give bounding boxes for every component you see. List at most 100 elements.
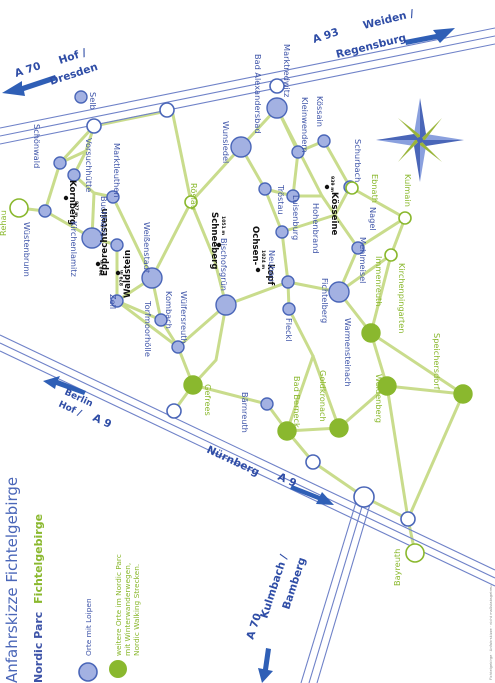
label-neubau: Neubau xyxy=(267,250,277,282)
peak-koesseine: Kösseine xyxy=(329,192,339,236)
place-kirchenlamitz[interactable] xyxy=(81,227,103,249)
place-marktleuthen[interactable] xyxy=(106,190,120,204)
arrow-a9-nbg xyxy=(290,485,334,505)
place-buchhaus[interactable] xyxy=(110,238,124,252)
place-wuestenbrunn[interactable] xyxy=(38,204,52,218)
subtitle-blue: Nordic Parc xyxy=(32,612,45,683)
a70-hof-dest2: Dresden xyxy=(48,61,99,88)
arrow-a70-hof xyxy=(2,75,57,96)
peak-kornberg-elev: 827 m xyxy=(73,201,79,217)
label-gefrees: Gefrees xyxy=(203,384,213,416)
label-koessain: Kössain xyxy=(315,96,325,127)
place-weissenstadt[interactable] xyxy=(141,267,163,289)
legend-green-dot xyxy=(109,660,127,678)
place-schoenwald[interactable] xyxy=(53,156,67,170)
place-bad-alexandersbad[interactable] xyxy=(258,182,272,196)
place-wunsiedel[interactable] xyxy=(230,136,252,158)
arrow-a9-hof xyxy=(43,376,86,395)
label-speichersdorf: Speichersdorf xyxy=(432,333,442,391)
place-fleckl[interactable] xyxy=(282,302,296,316)
interchange-selb xyxy=(86,118,102,134)
label-rehau: Rehau xyxy=(0,210,8,236)
highway-labels: A 93 Weiden / Regensburg A 70 Hof / Dres… xyxy=(13,8,415,641)
label-kleinwendern: Kleinwendern xyxy=(300,97,310,153)
title-block: Anfahrskizze Fichtelgebirge Nordic Parc … xyxy=(3,477,45,683)
place-zell[interactable] xyxy=(110,294,124,308)
interchanges xyxy=(86,78,416,527)
place-bad-berneck[interactable] xyxy=(277,421,297,441)
label-baernreuth: Bärnreuth xyxy=(240,392,250,433)
peak-waldstein: Waldstein xyxy=(123,250,133,298)
place-kulmain[interactable] xyxy=(398,211,412,225)
label-buchhaus: Buchhaus xyxy=(99,196,109,236)
place-hohenbrand[interactable] xyxy=(275,225,289,239)
peak-schneeberg-elev: 1051 m xyxy=(220,216,226,235)
legend-green-line3: Nordic Walking Strecken. xyxy=(132,564,141,656)
label-kombach: Kombach xyxy=(164,291,174,329)
place-kleinwendern[interactable] xyxy=(291,145,305,159)
peak-ochsenkopf-elev: 1024 m xyxy=(260,250,266,269)
legend-green-line1: weitere Orte im Nordic Parc xyxy=(114,554,123,656)
place-troestau[interactable] xyxy=(286,189,300,203)
a9-hof-num: A 9 xyxy=(91,412,114,431)
label-goldkronach: Goldkronach xyxy=(318,370,328,422)
place-koessain[interactable] xyxy=(317,134,331,148)
a9-nbg-dest: Nürnberg xyxy=(205,444,262,479)
label-wunsiedel: Wunsiedel xyxy=(221,121,231,163)
arrow-a93 xyxy=(405,28,455,45)
label-kirchenpingarten: Kirchenpingarten xyxy=(397,263,407,333)
place-baernreuth[interactable] xyxy=(260,397,274,411)
label-schoenwald: Schönwald xyxy=(32,124,42,168)
place-speichersdorf[interactable] xyxy=(453,384,473,404)
peak-koesseine-elev: 939 m xyxy=(329,176,335,192)
interchange-marktredwitz xyxy=(269,78,285,94)
label-kulmain: Kulmain xyxy=(403,174,413,207)
place-immenreuth[interactable] xyxy=(384,248,398,262)
place-rehau[interactable] xyxy=(9,198,29,218)
label-wuelfersreuth: Wülfersreuth xyxy=(179,291,189,344)
place-torfmoorhoelle[interactable] xyxy=(171,340,185,354)
page-title: Anfahrskizze Fichtelgebirge xyxy=(3,477,21,683)
label-bayreuth: Bayreuth xyxy=(392,549,402,586)
place-nagel[interactable] xyxy=(351,241,365,255)
label-wuestenbrunn: Wüstenbrunn xyxy=(22,222,32,277)
interchange-gefrees-a9 xyxy=(166,403,182,419)
label-fleckl: Fleckl xyxy=(284,318,294,342)
place-goldkronach[interactable] xyxy=(329,418,349,438)
a93-dest1: Weiden / xyxy=(362,8,415,32)
place-neubau[interactable] xyxy=(281,275,295,289)
label-immenreuth: Immenreuth xyxy=(374,256,384,306)
label-kirchenlamitz: Kirchenlamitz xyxy=(69,221,79,277)
legend-blue-label: Orte mit Loipen xyxy=(84,598,93,656)
place-selb[interactable] xyxy=(74,90,88,104)
label-weissenstadt: Weißenstadt xyxy=(142,222,152,274)
place-bayreuth[interactable] xyxy=(405,543,425,563)
label-weidenberg: Weidenberg xyxy=(374,374,384,423)
interchange-bayreuth-sued xyxy=(400,511,416,527)
place-ebnath[interactable] xyxy=(345,181,359,195)
place-gefrees[interactable] xyxy=(183,375,203,395)
subtitle-green: Fichtelgebirge xyxy=(32,514,45,604)
place-kirchenpingarten[interactable] xyxy=(361,323,381,343)
a70-hof-num: A 70 xyxy=(13,60,42,80)
legend-blue-dot xyxy=(78,662,98,682)
place-marktredwitz[interactable] xyxy=(266,97,288,119)
place-kombach[interactable] xyxy=(154,313,168,327)
a93-dest2: Regensburg xyxy=(335,32,408,61)
place-vorsuchhuette[interactable] xyxy=(67,168,81,182)
legend: Orte mit Loipen weitere Orte im Nordic P… xyxy=(78,554,141,682)
label-bischofsgruen: Bischofsgrün xyxy=(219,238,229,291)
interchange-bad-berneck xyxy=(305,454,321,470)
peak-ochsenkopf-1: Ochsen- xyxy=(250,226,260,266)
label-marktredwitz: Marktredwitz xyxy=(282,44,292,97)
peak-markers xyxy=(63,184,330,276)
label-troestau: Tröstau xyxy=(276,184,286,215)
place-roeslau[interactable] xyxy=(184,195,198,209)
footer-note: Fichtelgebirge · Anfahrskizze · nicht ma… xyxy=(489,585,493,680)
label-nagel: Nagel xyxy=(368,207,378,231)
place-fichtelberg[interactable] xyxy=(328,281,350,303)
place-weidenberg[interactable] xyxy=(377,376,397,396)
subtitle: Nordic Parc Fichtelgebirge xyxy=(32,514,45,683)
place-bischofsgruen[interactable] xyxy=(215,294,237,316)
